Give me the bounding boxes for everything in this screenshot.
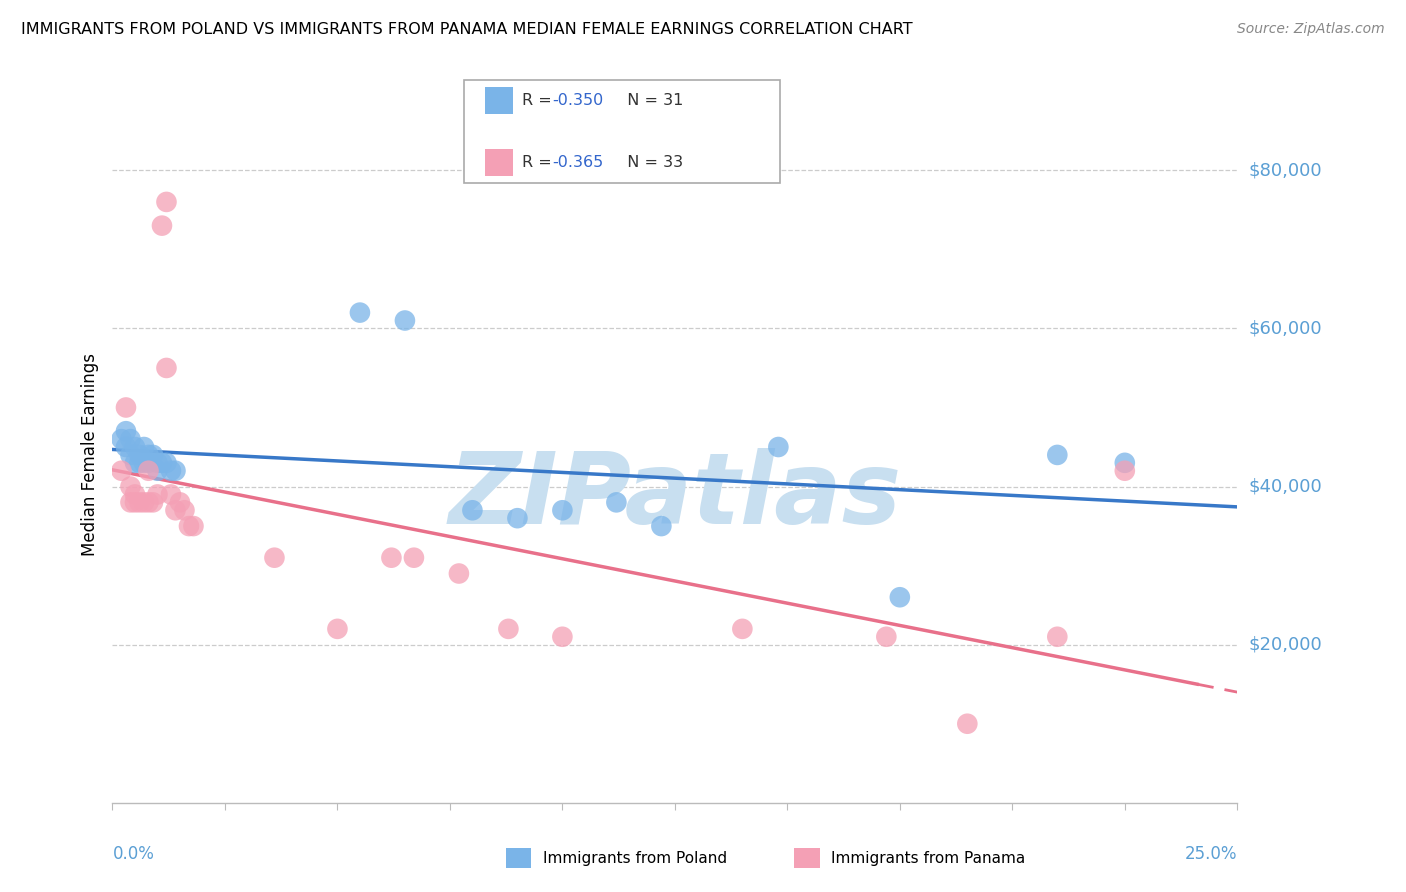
Point <box>150 456 173 470</box>
Point <box>183 519 205 533</box>
Point <box>889 591 911 605</box>
Point <box>731 622 754 636</box>
Text: -0.365: -0.365 <box>553 155 603 169</box>
Point <box>956 716 979 731</box>
Point <box>498 622 520 636</box>
Point <box>551 630 574 644</box>
Text: Immigrants from Panama: Immigrants from Panama <box>831 851 1025 865</box>
Text: $40,000: $40,000 <box>1249 477 1322 496</box>
Point <box>128 495 150 509</box>
Point <box>120 448 142 462</box>
Text: IMMIGRANTS FROM POLAND VS IMMIGRANTS FROM PANAMA MEDIAN FEMALE EARNINGS CORRELAT: IMMIGRANTS FROM POLAND VS IMMIGRANTS FRO… <box>21 22 912 37</box>
Point <box>132 440 155 454</box>
Point <box>1114 464 1136 478</box>
Point <box>124 495 146 509</box>
Point <box>165 464 187 478</box>
Point <box>146 464 169 478</box>
Point <box>150 219 173 233</box>
Text: ZIPatlas: ZIPatlas <box>449 448 901 545</box>
Point <box>132 495 155 509</box>
Point <box>402 550 425 565</box>
Point <box>124 440 146 454</box>
Text: 25.0%: 25.0% <box>1185 845 1237 863</box>
Point <box>138 495 160 509</box>
Point <box>1046 448 1069 462</box>
Point <box>138 464 160 478</box>
Point <box>447 566 470 581</box>
Point <box>155 361 177 376</box>
Text: 0.0%: 0.0% <box>112 845 155 863</box>
Point <box>169 495 191 509</box>
Point <box>155 456 177 470</box>
Point <box>263 550 285 565</box>
Point <box>115 440 138 454</box>
Point <box>349 305 371 319</box>
Point <box>394 313 416 327</box>
Point <box>173 503 195 517</box>
Point <box>138 448 160 462</box>
Point <box>155 194 177 209</box>
Text: Immigrants from Poland: Immigrants from Poland <box>543 851 727 865</box>
Point <box>110 432 132 446</box>
Point <box>142 448 165 462</box>
Point <box>506 511 529 525</box>
Point <box>120 479 142 493</box>
Point <box>120 432 142 446</box>
Point <box>160 487 183 501</box>
Point <box>380 550 402 565</box>
Point <box>146 456 169 470</box>
Text: $60,000: $60,000 <box>1249 319 1322 337</box>
Point <box>115 424 138 438</box>
Y-axis label: Median Female Earnings: Median Female Earnings <box>80 353 98 557</box>
Point <box>115 401 138 415</box>
Point <box>138 456 160 470</box>
Point <box>142 495 165 509</box>
Point <box>875 630 897 644</box>
Point <box>605 495 627 509</box>
Point <box>128 456 150 470</box>
Point <box>160 464 183 478</box>
Text: N = 31: N = 31 <box>617 94 683 108</box>
Text: R =: R = <box>522 155 557 169</box>
Point <box>124 456 146 470</box>
Point <box>132 456 155 470</box>
Point <box>650 519 672 533</box>
Point <box>1046 630 1069 644</box>
Point <box>768 440 790 454</box>
Point <box>146 487 169 501</box>
Text: Source: ZipAtlas.com: Source: ZipAtlas.com <box>1237 22 1385 37</box>
Point <box>124 487 146 501</box>
Text: R =: R = <box>522 94 557 108</box>
Point <box>110 464 132 478</box>
Text: $80,000: $80,000 <box>1249 161 1322 179</box>
Text: N = 33: N = 33 <box>617 155 683 169</box>
Text: -0.350: -0.350 <box>553 94 603 108</box>
Point <box>120 495 142 509</box>
Text: $20,000: $20,000 <box>1249 636 1322 654</box>
Point <box>165 503 187 517</box>
Point <box>551 503 574 517</box>
Point <box>1114 456 1136 470</box>
Point <box>461 503 484 517</box>
Point <box>177 519 200 533</box>
Point <box>128 448 150 462</box>
Point <box>326 622 349 636</box>
